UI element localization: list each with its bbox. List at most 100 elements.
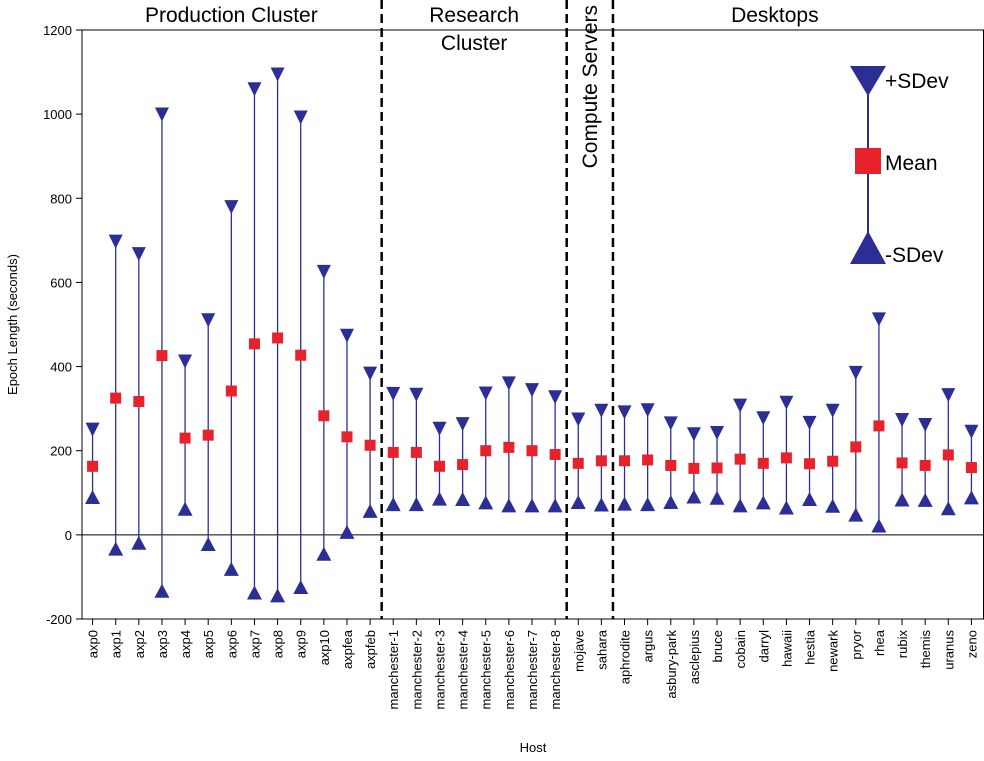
minus-sdev-marker (663, 494, 679, 509)
host-error-bar (778, 395, 794, 515)
plus-sdev-marker (640, 403, 655, 418)
host-error-bar (663, 416, 679, 509)
plus-sdev-marker (548, 390, 563, 405)
x-tick-label: axp6 (224, 630, 239, 658)
mean-marker (295, 349, 307, 361)
mean-marker (272, 332, 284, 344)
minus-sdev-marker (894, 492, 910, 507)
minus-sdev-marker (455, 492, 471, 507)
host-error-bar (246, 82, 262, 600)
legend-plus-marker (850, 66, 886, 96)
y-tick-label: 1000 (43, 107, 72, 122)
x-tick-label: asbury-park (664, 630, 679, 699)
mean-marker (156, 350, 168, 362)
plus-sdev-marker (756, 411, 771, 426)
mean-marker (572, 457, 584, 469)
legend-minus-marker (850, 231, 886, 264)
x-tick-label: axp0 (86, 630, 101, 658)
mean-marker (711, 462, 723, 474)
host-error-bar (478, 386, 494, 510)
plus-sdev-marker (918, 417, 933, 432)
host-error-bar (709, 425, 725, 505)
y-tick-label: -200 (46, 612, 72, 627)
minus-sdev-marker (570, 494, 586, 509)
plus-sdev-marker (339, 328, 354, 343)
host-error-bar (686, 427, 702, 504)
plus-sdev-marker (733, 398, 748, 413)
y-tick-label: 0 (65, 528, 72, 543)
mean-marker (133, 395, 145, 407)
legend-mean-marker (855, 148, 881, 174)
group-label: Production Cluster (145, 4, 318, 27)
host-error-bar (362, 366, 378, 518)
minus-sdev-marker (940, 501, 956, 516)
plus-sdev-marker (455, 417, 470, 432)
minus-sdev-marker (709, 490, 725, 505)
host-error-bar (755, 411, 771, 510)
minus-sdev-marker (478, 495, 494, 510)
host-error-bar (547, 390, 563, 513)
minus-sdev-marker (431, 491, 447, 506)
x-tick-label: darryl (756, 630, 771, 663)
host-error-bar (917, 417, 933, 507)
plus-sdev-marker (571, 412, 586, 427)
plus-sdev-marker (478, 386, 493, 401)
plus-sdev-marker (154, 107, 169, 122)
x-axis-title: Host (520, 740, 547, 755)
minus-sdev-marker (963, 490, 979, 505)
host-error-bar (524, 383, 540, 513)
x-tick-label: newark (826, 630, 841, 672)
x-tick-label: manchester-2 (409, 630, 424, 709)
plus-sdev-marker (617, 405, 632, 420)
host-error-bar (270, 67, 286, 603)
mean-marker (780, 452, 792, 464)
legend-mean-label: Mean (885, 152, 938, 175)
mean-marker (457, 459, 469, 471)
host-error-bar (871, 312, 887, 533)
plus-sdev-marker (85, 422, 100, 437)
mean-marker (110, 392, 122, 404)
host-error-bar (825, 403, 841, 513)
x-tick-label: axp9 (294, 630, 309, 658)
x-tick-label: axp7 (247, 630, 262, 658)
host-error-bar (570, 412, 586, 509)
x-tick-label: uranus (941, 630, 956, 670)
minus-sdev-marker (270, 588, 286, 603)
x-tick-label: hawaii (779, 630, 794, 667)
mean-marker (688, 462, 700, 474)
plus-sdev-marker (663, 416, 678, 431)
host-error-bar (316, 264, 332, 561)
x-tick-label: themis (918, 630, 933, 669)
mean-marker (202, 429, 214, 441)
minus-sdev-marker (108, 541, 124, 556)
x-tick-label: sahara (594, 629, 609, 670)
group-label: Desktops (731, 4, 819, 27)
plus-sdev-marker (802, 415, 817, 430)
mean-marker (410, 446, 422, 458)
series (85, 67, 979, 603)
host-error-bar (131, 247, 147, 550)
minus-sdev-marker (154, 583, 170, 598)
minus-sdev-marker (848, 507, 864, 522)
x-tick-label: hestia (803, 629, 818, 664)
host-error-bar (455, 417, 471, 507)
x-tick-label: aphrodite (618, 630, 633, 684)
legend-plus-label: +SDev (885, 70, 949, 93)
host-error-bar (640, 403, 656, 512)
x-tick-label: axp10 (317, 630, 332, 665)
group-label: Research (429, 4, 519, 27)
x-tick-label: cobain (733, 630, 748, 668)
x-tick-label: asclepius (687, 630, 702, 685)
minus-sdev-marker (246, 585, 262, 600)
mean-marker (665, 459, 677, 471)
host-error-bar (177, 354, 193, 516)
plus-sdev-marker (178, 354, 193, 369)
x-tick-label: bruce (710, 630, 725, 663)
plus-sdev-marker (686, 427, 701, 442)
minus-sdev-marker (362, 503, 378, 518)
x-tick-label: manchester-8 (548, 630, 563, 709)
host-error-bar (385, 386, 401, 512)
x-tick-label: manchester-7 (525, 630, 540, 709)
plus-sdev-marker (964, 424, 979, 439)
